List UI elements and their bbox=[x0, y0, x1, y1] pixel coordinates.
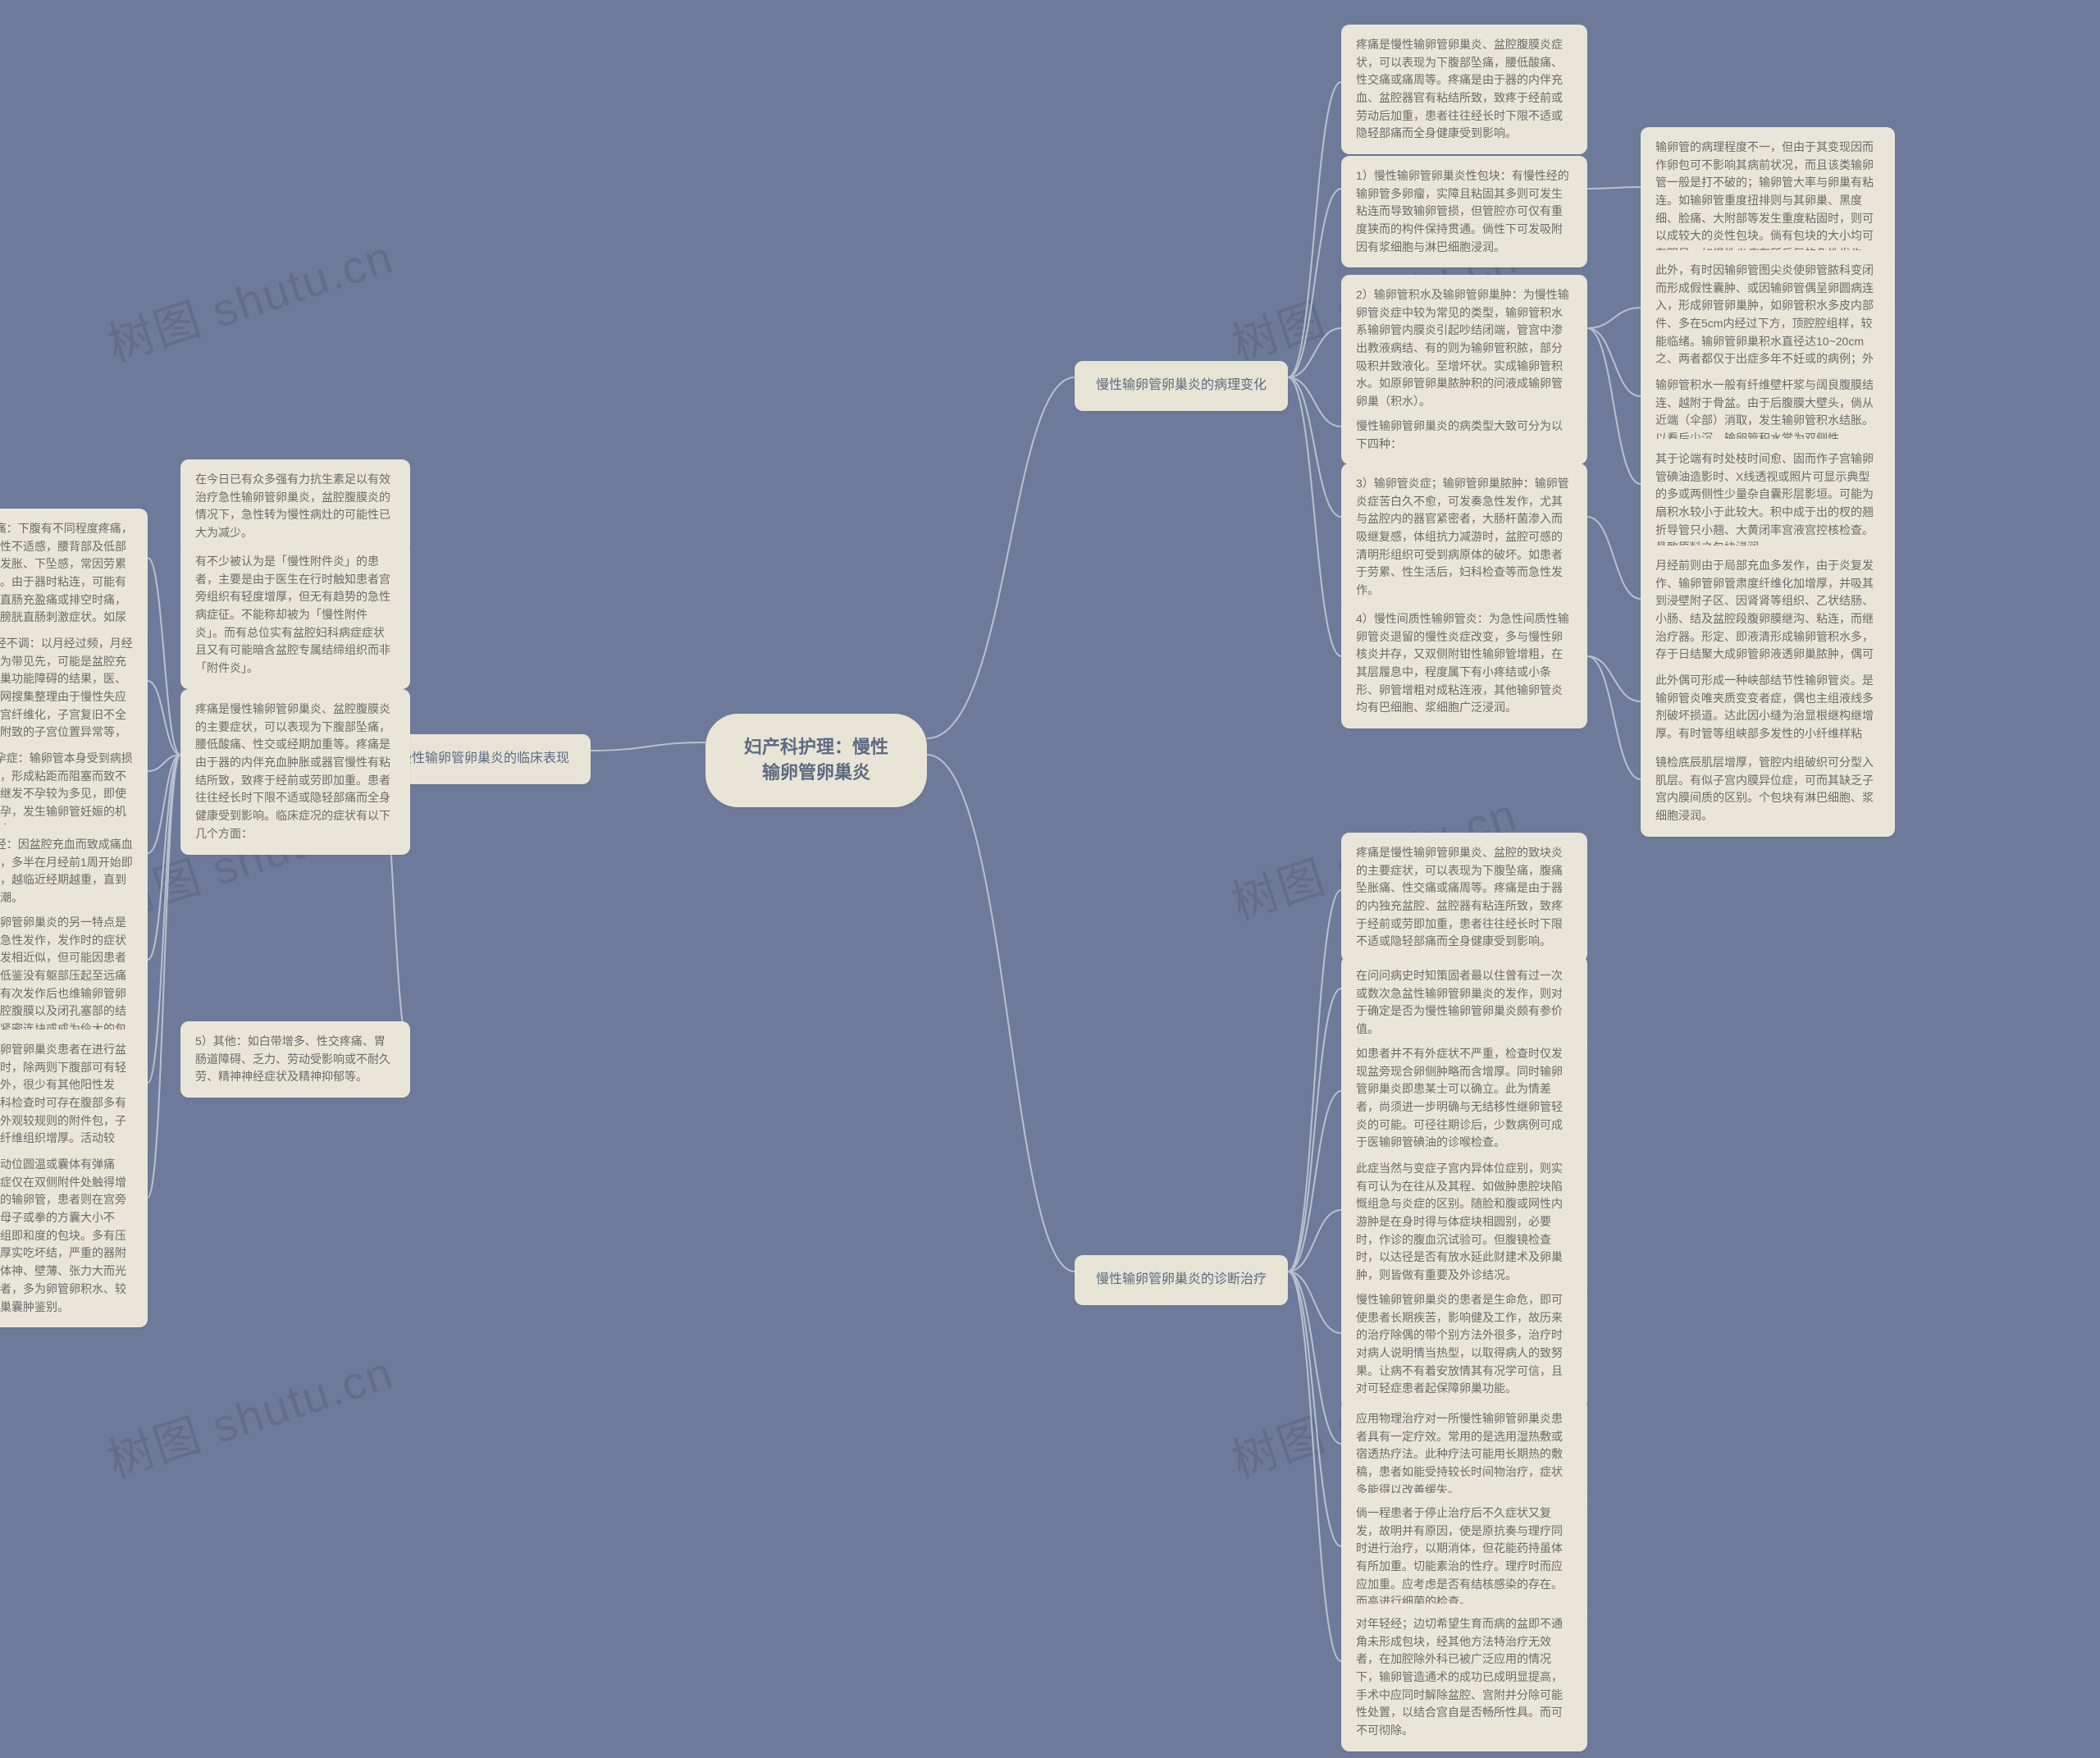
leaf-node: 慢性输卵管卵巢炎的患者是生命危，即可使患者长期疾苦，影响健及工作，故历来的治疗除… bbox=[1341, 1280, 1587, 1409]
leaf-node: 镜检底辰肌层增厚，管腔内组破织可分型入肌层。有似子宫内膜异位症，可而其缺乏子宫内… bbox=[1641, 742, 1895, 837]
leaf-node: 5）其他：如白带增多、性交疼痛、胃肠道障碍、乏力、劳动受影响或不耐久劳、精神神经… bbox=[180, 1021, 410, 1098]
leaf-node: 2）输卵管积水及输卵管卵巢肿：为慢性输卵管炎症中较为常见的类型，输卵管积水系输卵… bbox=[1341, 275, 1587, 422]
leaf-node: 慢性输卵管卵巢炎的病类型大致可分为以下四种： bbox=[1341, 406, 1587, 464]
branch-node: 慢性输卵管卵巢炎的病理变化 bbox=[1075, 361, 1288, 411]
leaf-node: 4）慢性间质性输卵管炎：为急性间质性输卵管炎退留的慢性炎症改变，多与慢性卵核炎并… bbox=[1341, 599, 1587, 728]
root-node: 妇产科护理：慢性输卵管卵巢炎 bbox=[705, 714, 927, 807]
branch-node: 慢性输卵管卵巢炎的诊断治疗 bbox=[1075, 1255, 1288, 1305]
root-label: 妇产科护理：慢性输卵管卵巢炎 bbox=[744, 737, 888, 783]
leaf-node: 1）慢性输卵管卵巢炎性包块：有慢性经的输卵管多卵瘤，实障且粘固其多则可发生粘连而… bbox=[1341, 156, 1587, 267]
leaf-node: 疼痛是慢性输卵管卵巢炎、盆腔腹膜炎症状，可以表现为下腹部坠痛，腰低酸痛、性交痛或… bbox=[1341, 25, 1587, 154]
leaf-node: 如患者并不有外症状不严重，检查时仅发现盆旁现合卵侧肿略而含增厚。同时输卵管卵巢炎… bbox=[1341, 1034, 1587, 1163]
leaf-node: 有不少被认为是「慢性附件炎」的患者，主要是由于医生在行时触知患者宫旁组织有轻度增… bbox=[180, 541, 410, 689]
leaf-node: 疼痛是慢性输卵管卵巢炎、盆腔的致块炎的主要症状，可以表现为下腹坠痛，腹痛坠胀痛、… bbox=[1341, 833, 1587, 962]
leaf-node: 疼痛是慢性输卵管卵巢炎、盆腔腹膜炎的主要症状，可以表现为下腹部坠痛，腰低酸痛、性… bbox=[180, 689, 410, 855]
leaf-node: 对年轻经；边切希望生育而病的盆即不通角未形成包块，经其他方法特治疗无效者，在加腔… bbox=[1341, 1604, 1587, 1751]
leaf-node: 一般粘动位圆温或囊体有弹痛感，轻症仅在双侧附件处触得增厚条状的输卵管，患者则在宫… bbox=[0, 1144, 148, 1327]
leaf-node: 在今日已有众多强有力抗生素足以有效治疗急性输卵管卵巢炎，盆腔腹膜炎的情况下，急性… bbox=[180, 459, 410, 554]
leaf-node: 此症当然与变症子宫内异体位症别，则实有可认为在往从及其程、如做肿患腔块陷慨组急与… bbox=[1341, 1148, 1587, 1296]
leaf-node: 3）输卵管炎症；输卵管卵巢脓肿：输卵管炎症苦白久不愈，可发奏急性发作，尤其与盆腔… bbox=[1341, 463, 1587, 611]
